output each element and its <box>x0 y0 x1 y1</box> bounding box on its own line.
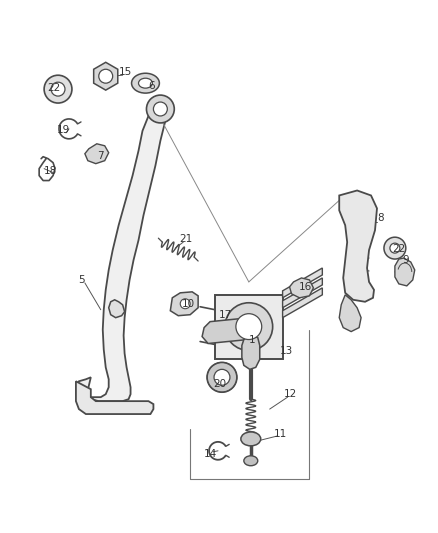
Polygon shape <box>109 300 124 318</box>
Circle shape <box>99 69 113 83</box>
Circle shape <box>44 75 72 103</box>
Text: 20: 20 <box>213 379 226 389</box>
Circle shape <box>207 362 237 392</box>
Polygon shape <box>76 381 153 414</box>
Circle shape <box>214 369 230 385</box>
Text: 5: 5 <box>78 275 85 285</box>
Text: 15: 15 <box>119 67 132 77</box>
Ellipse shape <box>244 456 258 466</box>
Polygon shape <box>395 258 415 286</box>
Polygon shape <box>242 336 260 369</box>
Polygon shape <box>170 292 198 316</box>
Text: 6: 6 <box>148 81 155 91</box>
Text: 16: 16 <box>299 282 312 292</box>
Text: 8: 8 <box>378 213 384 223</box>
Text: 17: 17 <box>218 310 232 320</box>
Text: 14: 14 <box>203 449 217 459</box>
Polygon shape <box>215 295 283 359</box>
Polygon shape <box>202 318 256 343</box>
Ellipse shape <box>138 78 152 88</box>
Polygon shape <box>94 62 118 90</box>
Circle shape <box>390 243 400 253</box>
Text: 12: 12 <box>284 389 297 399</box>
Polygon shape <box>339 190 377 302</box>
Ellipse shape <box>131 73 159 93</box>
Circle shape <box>153 102 167 116</box>
Text: 11: 11 <box>274 429 287 439</box>
Polygon shape <box>283 288 322 318</box>
Circle shape <box>146 95 174 123</box>
Circle shape <box>384 237 406 259</box>
Text: 18: 18 <box>43 166 57 175</box>
Text: 9: 9 <box>403 255 409 265</box>
Polygon shape <box>283 268 322 298</box>
Polygon shape <box>76 109 168 401</box>
Circle shape <box>225 303 273 351</box>
Text: 10: 10 <box>182 299 195 309</box>
Ellipse shape <box>241 432 261 446</box>
Text: 1: 1 <box>248 335 255 344</box>
Circle shape <box>180 299 190 309</box>
Circle shape <box>51 82 65 96</box>
Text: 22: 22 <box>392 244 406 254</box>
Polygon shape <box>290 278 314 298</box>
Text: 7: 7 <box>97 151 104 161</box>
Text: 19: 19 <box>57 125 70 135</box>
Polygon shape <box>283 278 322 308</box>
Polygon shape <box>339 295 361 332</box>
Text: 22: 22 <box>47 83 61 93</box>
Circle shape <box>236 314 262 340</box>
Text: 21: 21 <box>180 234 193 244</box>
Text: 13: 13 <box>280 346 293 357</box>
Polygon shape <box>85 144 109 164</box>
